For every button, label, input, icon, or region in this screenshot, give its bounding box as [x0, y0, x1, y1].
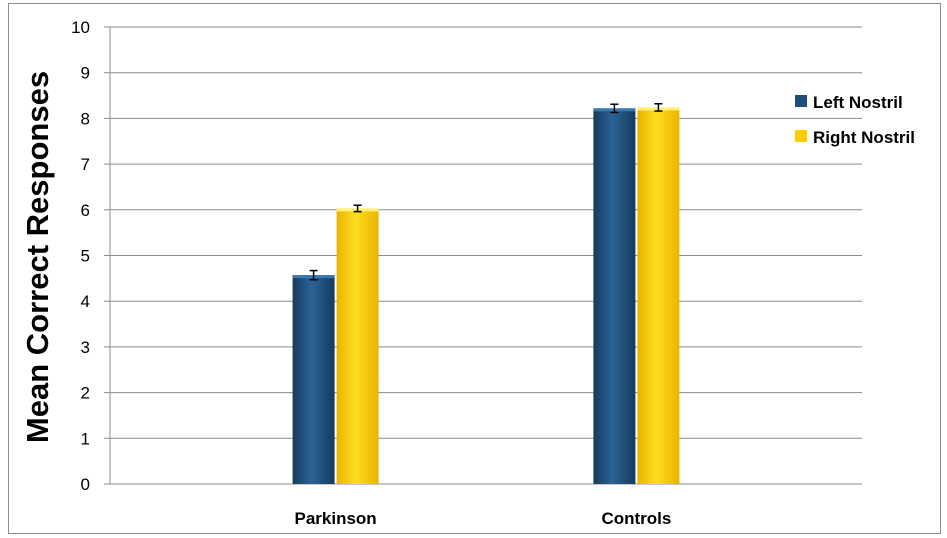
- y-tick-label: 4: [81, 292, 90, 311]
- y-tick-labels: 0 1 2 3 4 5 6 7 8 9 10: [71, 18, 90, 494]
- legend-label: Right Nostril: [813, 128, 915, 147]
- legend-swatch: [795, 95, 807, 107]
- y-tick-label: 6: [81, 201, 90, 220]
- y-tick-label: 9: [81, 64, 90, 83]
- bar-left-nostril-parkinson: [292, 275, 335, 484]
- gridlines: [110, 26, 862, 439]
- chart-frame: [8, 3, 941, 534]
- y-tick-label: 1: [81, 429, 90, 448]
- category-label: Parkinson: [294, 509, 376, 528]
- legend-swatch: [795, 130, 807, 142]
- bar-left-nostril-controls: [593, 108, 636, 484]
- y-tick-label: 8: [81, 109, 90, 128]
- category-labels: Parkinson Controls: [294, 509, 671, 528]
- bars: [292, 107, 680, 484]
- y-tick-label: 0: [81, 475, 90, 494]
- legend: Left Nostril Right Nostril: [795, 93, 915, 147]
- axes: [104, 26, 862, 485]
- bar-right-nostril-parkinson: [336, 208, 379, 484]
- category-label: Controls: [601, 509, 671, 528]
- y-tick-label: 10: [71, 18, 90, 37]
- legend-label: Left Nostril: [813, 93, 903, 112]
- bar-right-nostril-controls: [637, 107, 680, 484]
- y-tick-label: 3: [81, 338, 90, 357]
- y-tick-label: 5: [81, 247, 90, 266]
- y-tick-label: 2: [81, 384, 90, 403]
- y-axis-label: Mean Correct Responses: [20, 71, 55, 443]
- y-tick-label: 7: [81, 155, 90, 174]
- error-bars: [309, 103, 663, 281]
